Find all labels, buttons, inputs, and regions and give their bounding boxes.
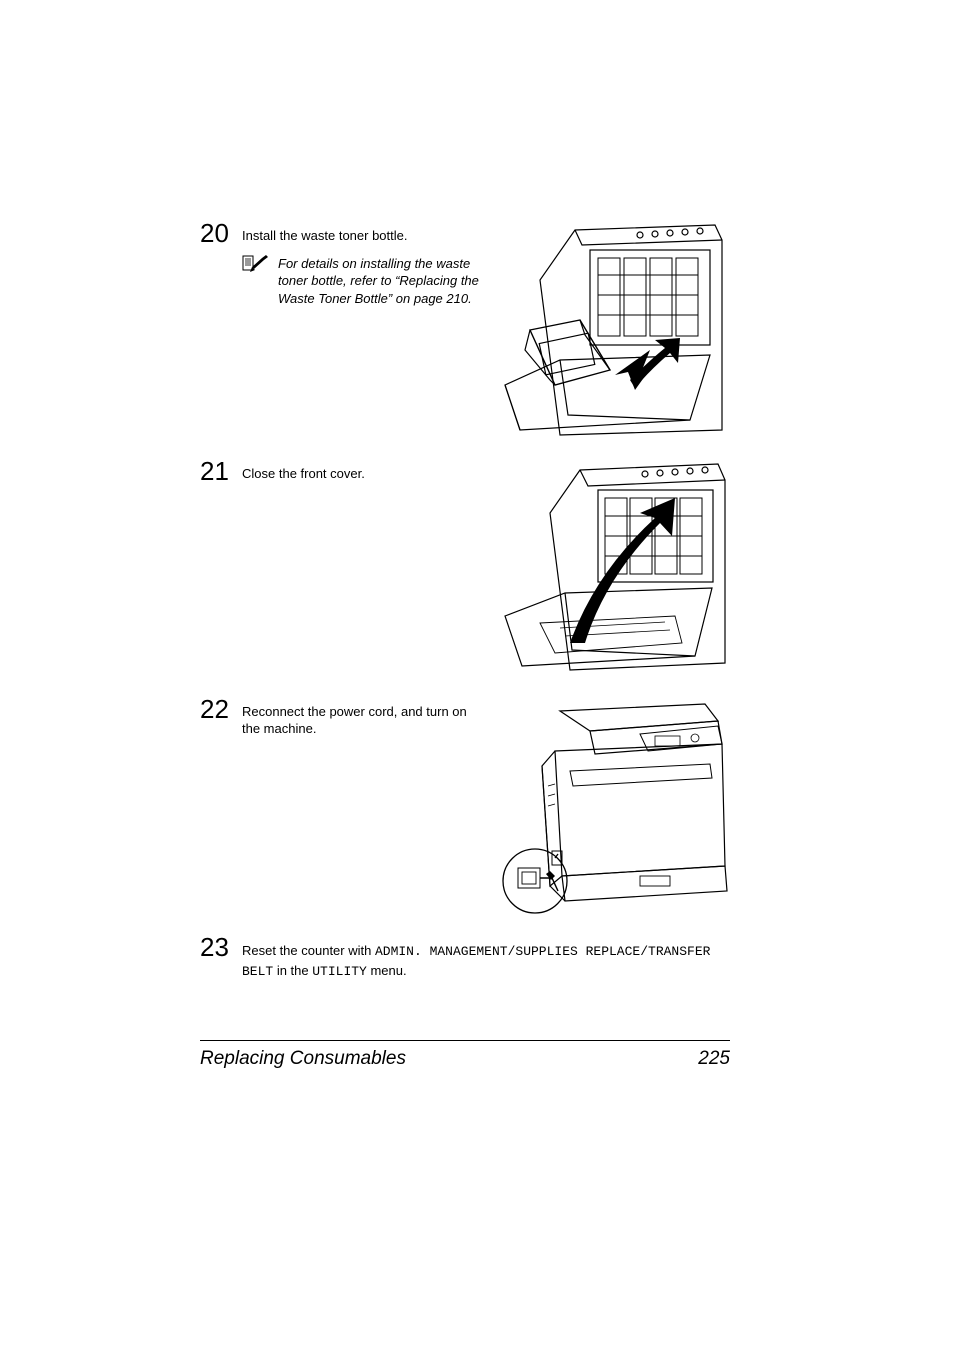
step-text: Reset the counter with ADMIN. MANAGEMENT… (242, 942, 730, 982)
page-content: 20 Install the waste toner bottle. (200, 220, 730, 1000)
step-body: Reset the counter with ADMIN. MANAGEMENT… (242, 934, 730, 982)
step-number: 23 (200, 934, 242, 960)
text-fragment: in the (273, 963, 312, 978)
footer-title: Replacing Consumables (200, 1048, 406, 1070)
illustration-power-cord (500, 696, 730, 916)
step-body: Reconnect the power cord, and turn on th… (242, 696, 730, 916)
illustration-close-cover (500, 458, 730, 678)
step-20: 20 Install the waste toner bottle. (200, 220, 730, 440)
step-text: Reconnect the power cord, and turn on th… (242, 704, 485, 738)
note-text: For details on installing the waste tone… (278, 255, 485, 308)
step-21: 21 Close the front cover. (200, 458, 730, 678)
step-number: 21 (200, 458, 242, 484)
step-body: Install the waste toner bottle. (242, 220, 730, 440)
menu-name: UTILITY (312, 964, 367, 979)
text-fragment: menu. (367, 963, 407, 978)
step-body: Close the front cover. (242, 458, 730, 678)
step-23: 23 Reset the counter with ADMIN. MANAGEM… (200, 934, 730, 982)
note: For details on installing the waste tone… (242, 255, 485, 308)
step-22: 22 Reconnect the power cord, and turn on… (200, 696, 730, 916)
step-number: 22 (200, 696, 242, 722)
note-icon (242, 255, 272, 278)
illustration-waste-toner (500, 220, 730, 440)
text-fragment: Reset the counter with (242, 943, 375, 958)
page-footer: Replacing Consumables 225 (200, 1048, 730, 1070)
step-text: Install the waste toner bottle. (242, 228, 485, 245)
step-text-column: Close the front cover. (242, 458, 500, 483)
step-text-column: Install the waste toner bottle. (242, 220, 500, 308)
step-text-column: Reconnect the power cord, and turn on th… (242, 696, 500, 738)
footer-rule (200, 1040, 730, 1041)
step-number: 20 (200, 220, 242, 246)
footer-page-number: 225 (698, 1048, 730, 1070)
step-text: Close the front cover. (242, 466, 485, 483)
